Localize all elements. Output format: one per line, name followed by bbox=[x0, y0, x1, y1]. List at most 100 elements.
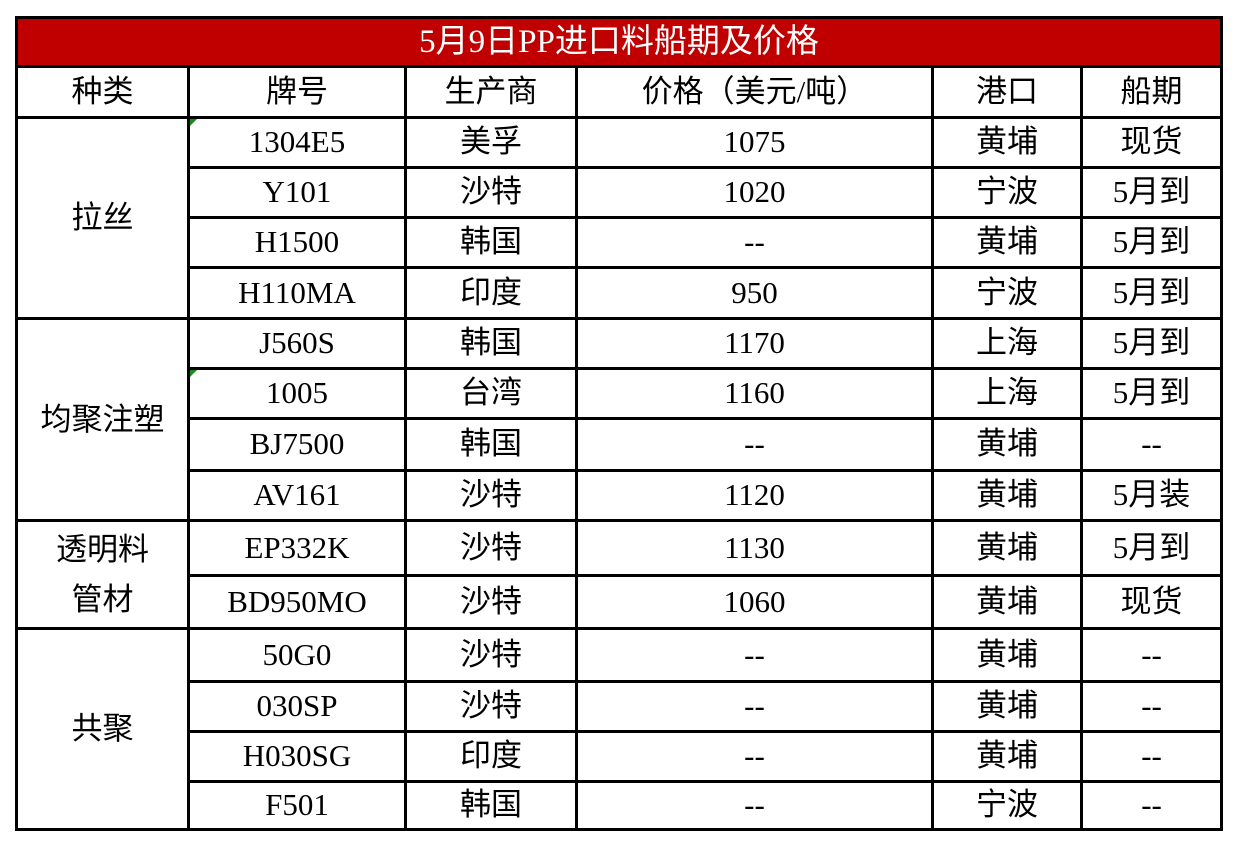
shipping-cell-text: 5月到 bbox=[1112, 224, 1191, 260]
grade-cell: 50G0 bbox=[187, 627, 407, 683]
grade-cell: BD950MO bbox=[187, 574, 407, 630]
grade-cell: H030SG bbox=[187, 730, 407, 783]
price-cell-text: 950 bbox=[731, 274, 778, 310]
grade-cell: J560S bbox=[187, 317, 407, 370]
table-row: 共聚 50G0 沙特 -- 黄埔 -- bbox=[15, 627, 1224, 831]
port-cell: 黄埔 bbox=[931, 574, 1083, 630]
grade-cell-text: J560S bbox=[259, 325, 335, 361]
table-row: 030SP 沙特 -- 黄埔 -- bbox=[17, 680, 1224, 733]
header-port: 港口 bbox=[931, 65, 1083, 119]
category-cell: 透明料 管材 bbox=[15, 519, 190, 630]
producer-cell: 沙特 bbox=[404, 469, 578, 522]
shipping-cell-text: 现货 bbox=[1120, 583, 1183, 619]
shipping-cell-text: 5月到 bbox=[1112, 325, 1191, 361]
producer-cell: 韩国 bbox=[404, 780, 578, 831]
port-cell: 黄埔 bbox=[931, 730, 1083, 783]
port-cell: 黄埔 bbox=[931, 627, 1083, 683]
port-cell-text: 黄埔 bbox=[976, 688, 1038, 724]
price-cell-text: 1075 bbox=[723, 124, 786, 160]
port-cell-text: 黄埔 bbox=[976, 583, 1038, 619]
producer-cell-text: 韩国 bbox=[460, 224, 522, 260]
producer-cell-text: 台湾 bbox=[460, 375, 522, 411]
price-cell: 950 bbox=[575, 266, 934, 320]
grade-cell: 030SP bbox=[187, 680, 407, 733]
price-cell: -- bbox=[575, 627, 934, 683]
price-cell-text: 1130 bbox=[724, 529, 785, 565]
shipping-cell: 5月到 bbox=[1079, 166, 1224, 219]
grade-cell: F501 bbox=[187, 780, 407, 831]
grade-cell-text: H1500 bbox=[254, 224, 340, 260]
shipping-cell-text: 5月到 bbox=[1112, 529, 1191, 565]
grade-cell: H1500 bbox=[187, 216, 407, 269]
port-cell-text: 黄埔 bbox=[976, 636, 1038, 672]
header-grade: 牌号 bbox=[187, 65, 407, 119]
price-cell: 1130 bbox=[575, 519, 934, 577]
price-cell: -- bbox=[575, 417, 934, 472]
table-row: Y101 沙特 1020 宁波 5月到 bbox=[17, 166, 1224, 219]
shipping-cell-text: -- bbox=[1141, 636, 1162, 672]
producer-cell: 韩国 bbox=[404, 216, 578, 269]
producer-cell: 沙特 bbox=[404, 680, 578, 733]
grade-cell-text: H110MA bbox=[238, 274, 356, 310]
producer-cell-text: 沙特 bbox=[460, 529, 522, 565]
category-cell: 拉丝 bbox=[15, 116, 190, 320]
pp-import-price-table: 5月9日PP进口料船期及价格 种类 牌号 生产商 价格（美元/吨） 港口 船期 … bbox=[14, 16, 1224, 831]
header-price: 价格（美元/吨） bbox=[575, 65, 934, 119]
shipping-cell-text: -- bbox=[1141, 738, 1162, 774]
shipping-cell-text: 5月到 bbox=[1112, 174, 1191, 210]
comment-indicator-icon[interactable] bbox=[190, 370, 197, 377]
shipping-cell-text: -- bbox=[1141, 787, 1162, 823]
port-cell: 黄埔 bbox=[931, 417, 1083, 472]
producer-cell-text: 韩国 bbox=[460, 426, 522, 462]
table-row: 均聚注塑 J560S 韩国 1170 上海 5月到 bbox=[15, 317, 1224, 522]
price-cell: 1075 bbox=[575, 116, 934, 169]
price-cell-text: -- bbox=[744, 224, 765, 260]
grade-cell: 1304E5 bbox=[187, 116, 407, 169]
shipping-cell: -- bbox=[1079, 780, 1224, 831]
producer-cell: 韩国 bbox=[404, 417, 578, 472]
shipping-cell-text: -- bbox=[1141, 426, 1162, 462]
port-cell: 上海 bbox=[931, 317, 1083, 370]
producer-cell-text: 印度 bbox=[460, 738, 522, 774]
grade-cell-text: H030SG bbox=[242, 738, 352, 774]
price-cell: -- bbox=[575, 780, 934, 831]
port-cell: 上海 bbox=[931, 367, 1083, 420]
comment-indicator-icon[interactable] bbox=[190, 119, 197, 126]
shipping-cell: 5月到 bbox=[1079, 519, 1224, 577]
grade-cell: H110MA bbox=[187, 266, 407, 320]
grade-cell-text: AV161 bbox=[253, 477, 341, 513]
price-cell: 1170 bbox=[575, 317, 934, 370]
port-cell-text: 上海 bbox=[976, 325, 1038, 361]
table-title: 5月9日PP进口料船期及价格 bbox=[14, 16, 1224, 68]
table-row: H110MA 印度 950 宁波 5月到 bbox=[17, 266, 1224, 320]
producer-cell: 印度 bbox=[404, 730, 578, 783]
producer-cell-text: 美孚 bbox=[460, 124, 522, 160]
producer-cell-text: 沙特 bbox=[460, 174, 522, 210]
producer-cell: 韩国 bbox=[404, 317, 578, 370]
shipping-cell-text: 5月装 bbox=[1112, 477, 1191, 513]
producer-cell-text: 沙特 bbox=[460, 583, 522, 619]
grade-cell-text: BD950MO bbox=[227, 583, 367, 619]
shipping-cell-text: -- bbox=[1141, 688, 1162, 724]
header-category: 种类 bbox=[15, 65, 190, 119]
grade-cell: 1005 bbox=[187, 367, 407, 420]
table-row: BD950MO 沙特 1060 黄埔 现货 bbox=[17, 574, 1224, 630]
price-cell-text: 1020 bbox=[723, 174, 786, 210]
shipping-cell: -- bbox=[1079, 627, 1224, 683]
grade-cell-text: 030SP bbox=[256, 688, 338, 724]
port-cell-text: 宁波 bbox=[976, 274, 1038, 310]
table-row: H1500 韩国 -- 黄埔 5月到 bbox=[17, 216, 1224, 269]
port-cell: 宁波 bbox=[931, 166, 1083, 219]
shipping-cell-text: 5月到 bbox=[1112, 274, 1191, 310]
shipping-cell: 现货 bbox=[1079, 574, 1224, 630]
producer-cell-text: 印度 bbox=[460, 274, 522, 310]
price-cell-text: 1170 bbox=[724, 325, 785, 361]
price-cell: 1120 bbox=[575, 469, 934, 522]
shipping-cell: 5月到 bbox=[1079, 317, 1224, 370]
producer-cell-text: 沙特 bbox=[460, 636, 522, 672]
grade-cell-text: EP332K bbox=[244, 529, 350, 565]
producer-cell: 沙特 bbox=[404, 627, 578, 683]
grade-cell-text: BJ7500 bbox=[249, 426, 345, 462]
port-cell: 黄埔 bbox=[931, 216, 1083, 269]
price-cell-text: 1060 bbox=[723, 583, 786, 619]
